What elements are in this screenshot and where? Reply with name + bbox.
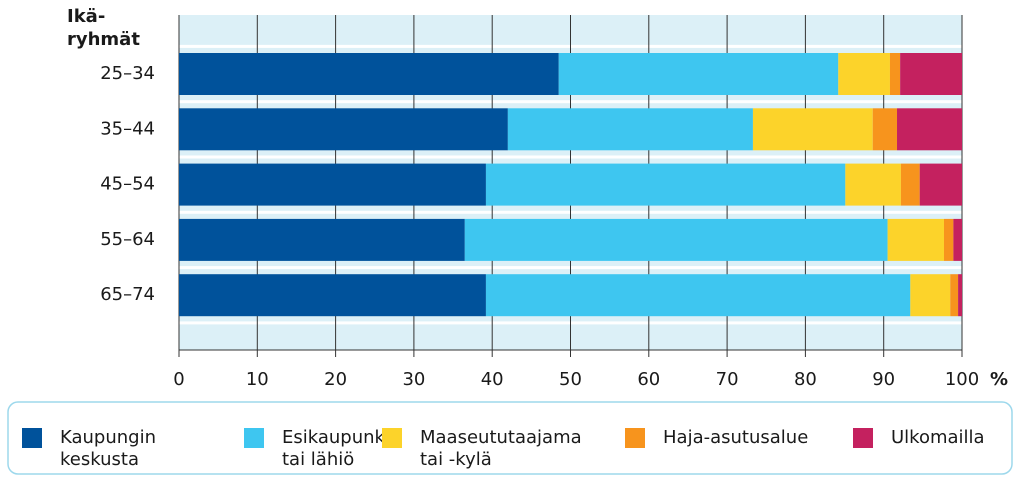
y-tick-label: 25–34 [100, 63, 155, 84]
bar-segment [889, 53, 901, 95]
bar-segment [179, 218, 465, 261]
bar-segment [485, 274, 911, 317]
x-axis-label: % [990, 369, 1008, 390]
x-tick-label: 40 [481, 369, 504, 390]
legend-label: Haja-asutusalue [663, 427, 808, 448]
bar-segment [558, 53, 839, 95]
bar-segment [179, 108, 508, 151]
bar-segment [897, 108, 962, 151]
bar-segment [179, 163, 486, 206]
x-tick-label: 50 [559, 369, 582, 390]
y-tick-label: 45–54 [100, 174, 155, 195]
bar-segment [485, 163, 846, 206]
x-tick-label: 70 [716, 369, 739, 390]
x-tick-label: 30 [402, 369, 425, 390]
x-tick-label: 0 [173, 369, 184, 390]
legend-label: Kaupungin keskusta [60, 427, 156, 470]
bar-segment [507, 108, 753, 151]
y-axis-label: Ikä-ryhmät [67, 6, 140, 50]
bar-segment [953, 218, 962, 261]
bar-segment [958, 274, 962, 317]
bar-segment [900, 53, 962, 95]
bar-segment [910, 274, 951, 317]
legend-label: Maaseututaajama tai -kylä [420, 427, 582, 470]
legend-swatch [22, 428, 42, 448]
legend-label: Esikaupunki tai lähiö [282, 427, 390, 470]
bar-segment [950, 274, 959, 317]
bar-segment [752, 108, 873, 151]
x-tick-label: 60 [637, 369, 660, 390]
bar-segment [872, 108, 898, 151]
bar-segment [179, 274, 486, 317]
legend-box [7, 401, 1013, 475]
y-tick-label: 55–64 [100, 229, 155, 250]
bar-segment [900, 163, 920, 206]
bar-segment [845, 163, 901, 206]
bar-segment [838, 53, 890, 95]
bar-segment [943, 218, 954, 261]
bar-segment [887, 218, 944, 261]
bar-segment [179, 53, 559, 95]
legend-swatch [244, 428, 264, 448]
x-tick-label: 80 [794, 369, 817, 390]
legend-label: Ulkomailla [891, 427, 985, 448]
bar-segment [919, 163, 962, 206]
y-tick-label: 35–44 [100, 118, 155, 139]
x-tick-label: 90 [872, 369, 895, 390]
y-tick-label: 65–74 [100, 284, 155, 305]
x-tick-label: 100 [945, 369, 979, 390]
legend-swatch [625, 428, 645, 448]
bar-segment [464, 218, 888, 261]
x-tick-label: 20 [324, 369, 347, 390]
x-tick-label: 10 [246, 369, 269, 390]
legend-swatch [382, 428, 402, 448]
legend-swatch [853, 428, 873, 448]
